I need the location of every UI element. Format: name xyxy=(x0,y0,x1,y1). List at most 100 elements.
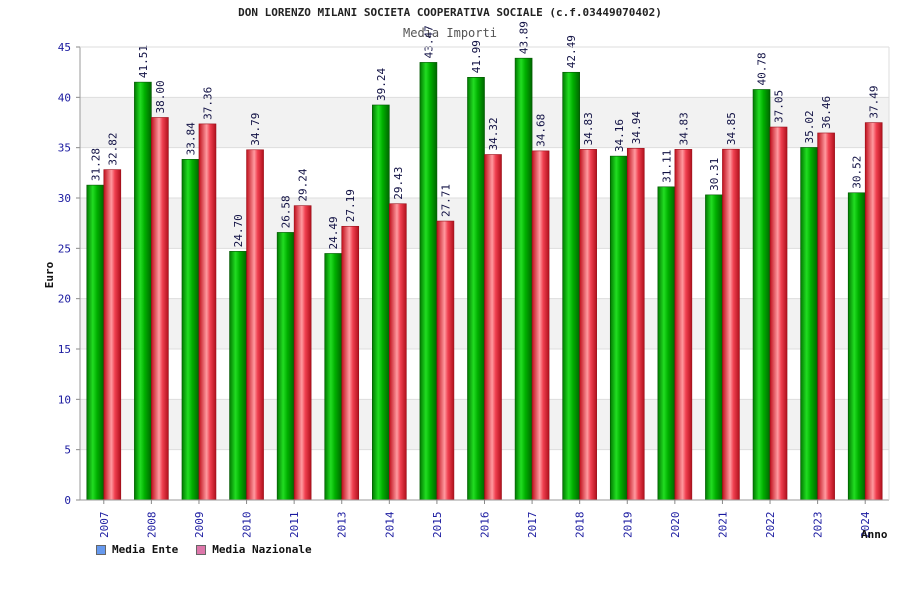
bar-media-nazionale xyxy=(579,149,597,501)
bar-media-ente xyxy=(467,77,485,501)
x-tick-label: 2018 xyxy=(574,512,587,539)
value-label-media-ente: 30.31 xyxy=(708,158,721,191)
bar-media-ente xyxy=(276,232,295,501)
value-label-media-ente: 41.99 xyxy=(470,40,483,73)
value-label-media-nazionale: 27.19 xyxy=(344,189,357,222)
value-label-media-ente: 42.49 xyxy=(565,35,578,68)
bar-media-nazionale xyxy=(722,148,740,501)
y-tick-label: 30 xyxy=(58,192,71,205)
x-tick-label: 2023 xyxy=(812,512,825,539)
bar-media-ente xyxy=(372,104,390,501)
bar-media-nazionale xyxy=(769,126,788,501)
bar-media-ente xyxy=(705,194,723,501)
x-tick-label: 2007 xyxy=(98,512,111,539)
bars-group xyxy=(86,57,883,501)
value-label-media-nazionale: 34.32 xyxy=(487,117,500,150)
x-tick-label: 2019 xyxy=(621,512,634,539)
value-label-media-ente: 31.28 xyxy=(89,148,102,181)
bar-media-ente xyxy=(657,186,676,501)
bar-media-nazionale xyxy=(103,169,122,501)
value-label-media-nazionale: 34.68 xyxy=(535,114,548,147)
bar-media-nazionale xyxy=(341,225,360,501)
bar-media-nazionale xyxy=(246,149,264,501)
value-label-media-ente: 31.11 xyxy=(660,150,673,183)
value-label-media-ente: 34.16 xyxy=(613,119,626,152)
y-tick-label: 20 xyxy=(58,293,71,306)
bar-media-nazionale xyxy=(151,117,169,501)
x-axis-label: Anno xyxy=(861,528,888,541)
value-label-media-nazionale: 27.71 xyxy=(439,184,452,217)
y-tick-labels: 0 5 10 15 20 25 30 35 40 45 xyxy=(58,41,71,507)
bar-media-nazionale xyxy=(864,122,883,501)
bar-media-ente xyxy=(229,251,247,501)
value-label-media-ente: 35.02 xyxy=(803,110,816,143)
x-tick-label: 2016 xyxy=(479,512,492,539)
value-label-media-nazionale: 34.83 xyxy=(677,112,690,145)
value-label-media-nazionale: 34.85 xyxy=(725,112,738,145)
y-tick-label: 40 xyxy=(58,91,71,104)
x-tick-label: 2010 xyxy=(241,512,254,539)
bar-media-ente xyxy=(800,147,818,501)
value-label-media-nazionale: 34.79 xyxy=(249,113,262,146)
value-label-media-ente: 43.47 xyxy=(422,25,435,58)
legend-label-media-nazionale: Media Nazionale xyxy=(212,543,312,556)
legend-label-media-ente: Media Ente xyxy=(112,543,179,556)
legend-swatch-media-ente xyxy=(96,544,106,555)
value-labels: 31.28 32.82 41.51 38.00 33.84 37.36 24.70 34.79… xyxy=(89,21,880,249)
bar-media-nazionale xyxy=(531,150,550,501)
x-tick-label: 2013 xyxy=(336,512,349,539)
value-label-media-nazionale: 34.83 xyxy=(582,112,595,145)
x-tick-label: 2017 xyxy=(526,512,539,539)
bar-media-ente xyxy=(324,253,343,501)
bar-media-ente xyxy=(181,159,200,501)
x-tick-label: 2022 xyxy=(764,512,777,539)
x-tick-label: 2015 xyxy=(431,512,444,539)
y-tick-label: 10 xyxy=(58,393,71,406)
value-label-media-ente: 26.58 xyxy=(280,195,293,228)
bar-media-ente xyxy=(752,89,771,501)
bar-media-nazionale xyxy=(198,123,217,501)
x-tick-label: 2024 xyxy=(859,511,872,538)
bar-media-nazionale xyxy=(293,205,312,501)
value-label-media-nazionale: 38.00 xyxy=(154,80,167,113)
value-label-media-ente: 39.24 xyxy=(375,67,388,100)
legend: Media Ente Media Nazionale xyxy=(96,543,312,556)
x-tick-label: 2021 xyxy=(716,512,729,539)
value-label-media-ente: 24.70 xyxy=(232,214,245,247)
value-label-media-ente: 24.49 xyxy=(327,216,340,249)
value-label-media-nazionale: 37.49 xyxy=(868,85,881,118)
y-tick-label: 25 xyxy=(58,242,71,255)
y-tick-label: 35 xyxy=(58,142,71,155)
y-tick-label: 15 xyxy=(58,343,71,356)
x-tick-labels: 2007 2008 2009 2010 2011 2013 2014 2015 2016 2017… xyxy=(98,511,872,538)
y-tick-label: 5 xyxy=(64,444,71,457)
y-tick-label: 0 xyxy=(64,494,71,507)
x-tick-label: 2011 xyxy=(288,512,301,539)
value-label-media-ente: 41.51 xyxy=(137,45,150,78)
value-label-media-nazionale: 37.05 xyxy=(773,90,786,123)
value-label-media-nazionale: 37.36 xyxy=(201,87,214,120)
bar-media-ente xyxy=(514,57,533,501)
x-tick-label: 2014 xyxy=(383,511,396,538)
legend-item-media-ente: Media Ente xyxy=(96,543,178,556)
bar-media-nazionale xyxy=(389,203,407,501)
value-label-media-nazionale: 36.46 xyxy=(820,96,833,129)
bar-media-nazionale xyxy=(817,132,835,501)
bar-media-ente xyxy=(86,184,105,501)
legend-swatch-media-nazionale xyxy=(196,544,207,555)
y-tick-label: 45 xyxy=(58,41,71,54)
bar-media-nazionale xyxy=(484,154,502,501)
value-label-media-ente: 30.52 xyxy=(851,156,864,189)
bar-media-ente xyxy=(562,71,580,501)
bar-media-nazionale xyxy=(674,149,693,501)
axes xyxy=(76,46,890,504)
value-label-media-nazionale: 34.94 xyxy=(630,111,643,144)
value-label-media-ente: 33.84 xyxy=(184,122,197,155)
bar-media-nazionale xyxy=(436,220,455,501)
bar-media-ente xyxy=(419,62,438,501)
y-axis-label: Euro xyxy=(43,261,56,288)
bar-media-ente xyxy=(609,155,628,501)
value-label-media-ente: 43.89 xyxy=(518,21,531,54)
x-tick-label: 2009 xyxy=(193,512,206,539)
